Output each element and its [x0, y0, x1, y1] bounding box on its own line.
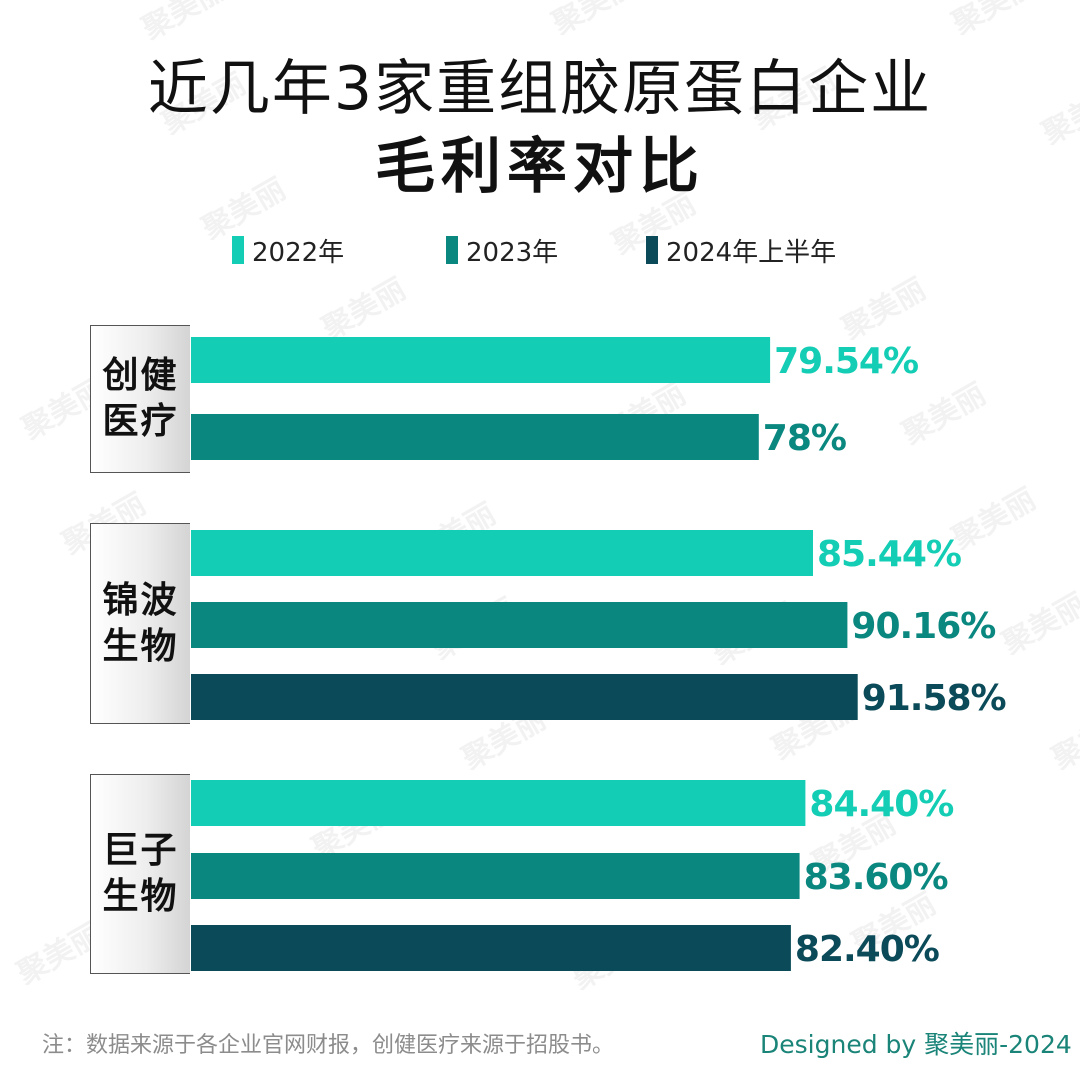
legend-item-2024h1: 2024年上半年	[646, 232, 836, 268]
legend-label-2022: 2022年	[252, 237, 345, 268]
watermark-mark: 聚美丽	[836, 272, 932, 348]
legend-item-2022: 2022年	[232, 232, 344, 268]
value-label-juzi-2023: 83.60%	[804, 857, 948, 898]
bar-juzi-2023	[191, 853, 800, 899]
value-label-jinbo-2022: 85.44%	[817, 534, 961, 575]
value-label-juzi-2022: 84.40%	[809, 784, 953, 825]
legend-label-2023: 2023年	[466, 237, 559, 268]
category-box-chuangjian: 创健医疗	[90, 325, 190, 473]
watermark-mark: 聚美丽	[316, 272, 412, 348]
bar-chuangjian-2023	[191, 414, 759, 460]
legend-swatch-2022	[232, 236, 244, 264]
legend-swatch-2023	[446, 236, 458, 264]
value-label-chuangjian-2022: 79.54%	[774, 341, 918, 382]
legend-item-2023: 2023年	[446, 232, 558, 268]
value-label-juzi-2024h1: 82.40%	[795, 929, 939, 970]
value-labels-layer: 79.54% 78% 85.44% 90.16% 91.58% 84.40% 83.60% 8…	[763, 341, 1007, 970]
bar-juzi-2024h1	[191, 925, 791, 971]
category-label-jinbo: 锦波生物	[102, 579, 179, 667]
bar-chuangjian-2022	[191, 337, 771, 383]
category-label-chuangjian: 创健医疗	[102, 355, 179, 442]
value-label-chuangjian-2023: 78%	[763, 418, 846, 459]
legend-label-2024h1: 2024年上半年	[666, 237, 837, 268]
footnote: 注：数据来源于各企业官网财报，创健医疗来源于招股书。	[42, 1033, 615, 1058]
watermark-mark: 聚美丽	[896, 377, 992, 453]
bars-layer	[191, 337, 858, 971]
value-label-jinbo-2023: 90.16%	[851, 606, 995, 647]
watermark-mark: 聚美丽	[996, 587, 1080, 663]
watermark-mark: 聚美丽	[1046, 702, 1080, 778]
category-box-juzi: 巨子生物	[90, 774, 190, 974]
watermark-mark: 聚美丽	[546, 0, 642, 42]
chart-title: 近几年3家重组胶原蛋白企业	[147, 54, 933, 124]
chart-subtitle: 毛利率对比	[375, 132, 705, 202]
category-label-juzi: 巨子生物	[102, 830, 179, 917]
bar-jinbo-2023	[191, 602, 848, 648]
bar-jinbo-2022	[191, 530, 813, 576]
value-label-jinbo-2024h1: 91.58%	[862, 678, 1006, 719]
bar-juzi-2022	[191, 780, 806, 826]
watermark-mark: 聚美丽	[946, 0, 1042, 42]
legend-swatch-2024h1	[646, 236, 658, 264]
category-box-jinbo: 锦波生物	[90, 523, 190, 724]
designer-credit: Designed by 聚美丽-2024	[760, 1030, 1072, 1059]
bar-jinbo-2024h1	[191, 674, 858, 720]
